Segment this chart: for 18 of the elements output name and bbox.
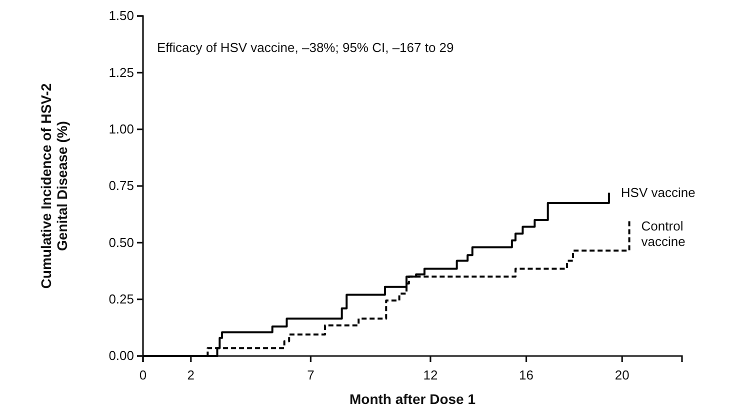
y-tick-label: 0.50 (108, 234, 134, 250)
y-tick-label: 0.75 (108, 178, 134, 194)
series-label: HSV vaccine (620, 184, 696, 200)
series-label: Control vaccine (641, 218, 686, 250)
y-tick-label: 0.00 (108, 348, 134, 364)
x-tick-label: 12 (423, 367, 438, 382)
x-tick-label: 2 (187, 367, 195, 382)
y-tick-label: 1.50 (108, 8, 134, 24)
annotation: Efficacy of HSV vaccine, –38%; 95% CI, –167 to 29 (157, 40, 454, 55)
y-tick-label: 1.00 (108, 121, 134, 136)
y-tick-label: 1.25 (108, 64, 134, 80)
y-tick-label: 0.25 (108, 291, 134, 306)
y-axis-title: Cumulative Incidence of HSV-2 Genital Disease (%) (38, 83, 70, 289)
x-tick-label: 20 (614, 367, 630, 382)
x-tick-label: 16 (519, 367, 534, 382)
x-axis-title: Month after Dose 1 (349, 391, 476, 407)
x-tick-label: 7 (307, 367, 314, 382)
x-tick-label: 0 (139, 367, 147, 382)
